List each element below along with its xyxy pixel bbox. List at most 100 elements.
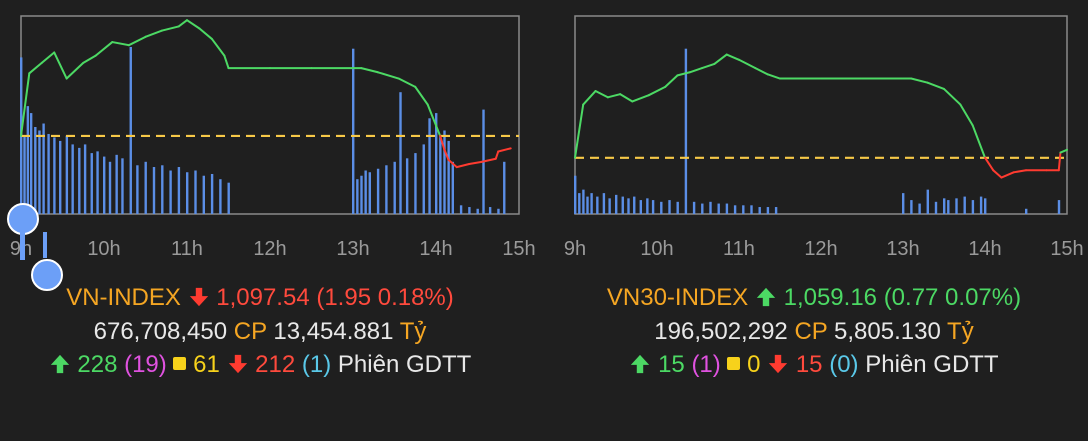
volume-bar <box>152 167 156 214</box>
volume-bar <box>169 170 172 214</box>
price-line-segment <box>713 53 728 65</box>
volume-bar <box>646 198 649 214</box>
volume-bar <box>668 200 671 214</box>
volume-bar <box>103 156 106 214</box>
volume-bar <box>194 170 197 214</box>
volume-bar <box>219 179 222 214</box>
volume-bar <box>144 161 147 214</box>
range-start-handle[interactable] <box>7 203 39 235</box>
price-line-segment <box>631 94 650 103</box>
x-tick-label: 11h <box>723 238 755 260</box>
trade-value: 13,454.881 <box>273 318 394 345</box>
volume-bar <box>621 196 624 214</box>
price-line-segment <box>594 90 609 99</box>
session-label: Phiên GDTT <box>337 351 472 378</box>
price-line-segment <box>971 124 986 159</box>
price-line-segment <box>82 54 97 64</box>
range-selection-bar[interactable] <box>20 230 25 260</box>
volume-bar <box>1025 208 1028 214</box>
volume-bar <box>701 203 704 214</box>
index-name: VN30-INDEX <box>606 284 749 311</box>
volume-bar <box>78 147 81 214</box>
value-unit: Tỷ <box>947 318 974 345</box>
volume-bar <box>42 123 45 214</box>
session-label: Phiên GDTT <box>865 351 999 378</box>
volume-bar <box>918 203 921 214</box>
volume-bar <box>47 133 50 214</box>
range-selection-bar-right[interactable] <box>43 232 47 258</box>
price-line-segment <box>582 90 597 106</box>
price-line-segment <box>455 162 471 169</box>
volume-bar <box>934 201 938 214</box>
price-line-segment <box>65 61 85 80</box>
price-line-segment <box>223 54 230 70</box>
price-line-segment <box>40 51 56 64</box>
price-line-segment <box>127 35 147 47</box>
price-line-segment <box>414 85 429 106</box>
arrow-up-icon <box>50 354 69 374</box>
vnindex-breadth: 228 (19) 61 212 (1) Phiên GDTT <box>0 351 520 379</box>
volume-bar <box>758 207 761 214</box>
volume-bar <box>497 208 500 214</box>
price-line-segment <box>198 27 213 40</box>
volume-bar <box>186 172 189 214</box>
volume-bar <box>108 161 112 214</box>
volume-bar <box>476 208 479 214</box>
volume-bar <box>488 207 492 214</box>
volume-bar <box>596 196 599 214</box>
cp-label: CP <box>794 318 828 345</box>
price-line-segment <box>144 29 164 38</box>
volume-bar <box>393 161 396 214</box>
range-end-handle[interactable] <box>31 259 63 291</box>
price-line-segment <box>619 93 634 103</box>
volume-bar <box>590 193 593 214</box>
price-line-segment <box>439 134 446 151</box>
ceiling-count: (1) <box>691 351 721 378</box>
volume-bar <box>90 153 93 214</box>
volume-bar <box>38 130 41 214</box>
volume-bar <box>733 205 737 214</box>
volume-bar <box>750 205 753 214</box>
ceiling-count: (19) <box>124 351 167 378</box>
volume-bar <box>96 151 99 214</box>
price-line-segment <box>701 62 716 70</box>
volume-bar <box>356 179 359 214</box>
volume-bar <box>115 154 118 214</box>
volume-bar <box>660 201 663 214</box>
volume-bar <box>71 144 74 214</box>
price-line-segment <box>468 160 483 165</box>
volume-bar <box>422 144 425 214</box>
vn30-volume-line: 196,502,292 CP 5,805.130 Tỷ <box>554 318 1074 346</box>
volume-bar <box>23 135 26 214</box>
volume-bar <box>574 175 577 214</box>
volume-bar <box>725 203 729 214</box>
vn30-panel: 9h 10h 11h 12h 13h 14h 15h VN30-INDEX 1,059.16… <box>554 0 1084 441</box>
volume-bar <box>774 207 778 214</box>
index-value: 1,059.16 <box>783 284 878 311</box>
volume-bar <box>352 48 355 215</box>
price-line-segment <box>910 77 929 84</box>
index-change: (1.95 0.18%) <box>316 284 454 311</box>
volume-bar <box>414 153 417 214</box>
volume-bar <box>651 200 655 214</box>
volume-bar <box>385 165 388 214</box>
volume-bar <box>65 135 69 214</box>
price-line-segment <box>574 103 585 159</box>
arrow-down-icon <box>228 354 247 374</box>
volume-bar <box>943 198 946 214</box>
advances-count: 15 <box>658 351 685 378</box>
volume-bar <box>963 196 966 214</box>
volume-bar <box>503 161 506 214</box>
index-change: (0.77 0.07%) <box>883 284 1022 311</box>
volume-bar <box>129 46 132 215</box>
price-line-segment <box>494 150 500 160</box>
advances-count: 228 <box>77 351 118 378</box>
x-tick-label: 12h <box>804 238 837 260</box>
vn30-summary: VN30-INDEX 1,059.16 (0.77 0.07%) <box>554 284 1074 312</box>
volume-bar <box>121 158 124 214</box>
price-line-segment <box>984 156 995 172</box>
vn30-breadth: 15 (1) 0 15 (0) Phiên GDTT <box>554 351 1074 379</box>
volume-bar <box>586 196 589 214</box>
volume-bar <box>26 106 30 214</box>
